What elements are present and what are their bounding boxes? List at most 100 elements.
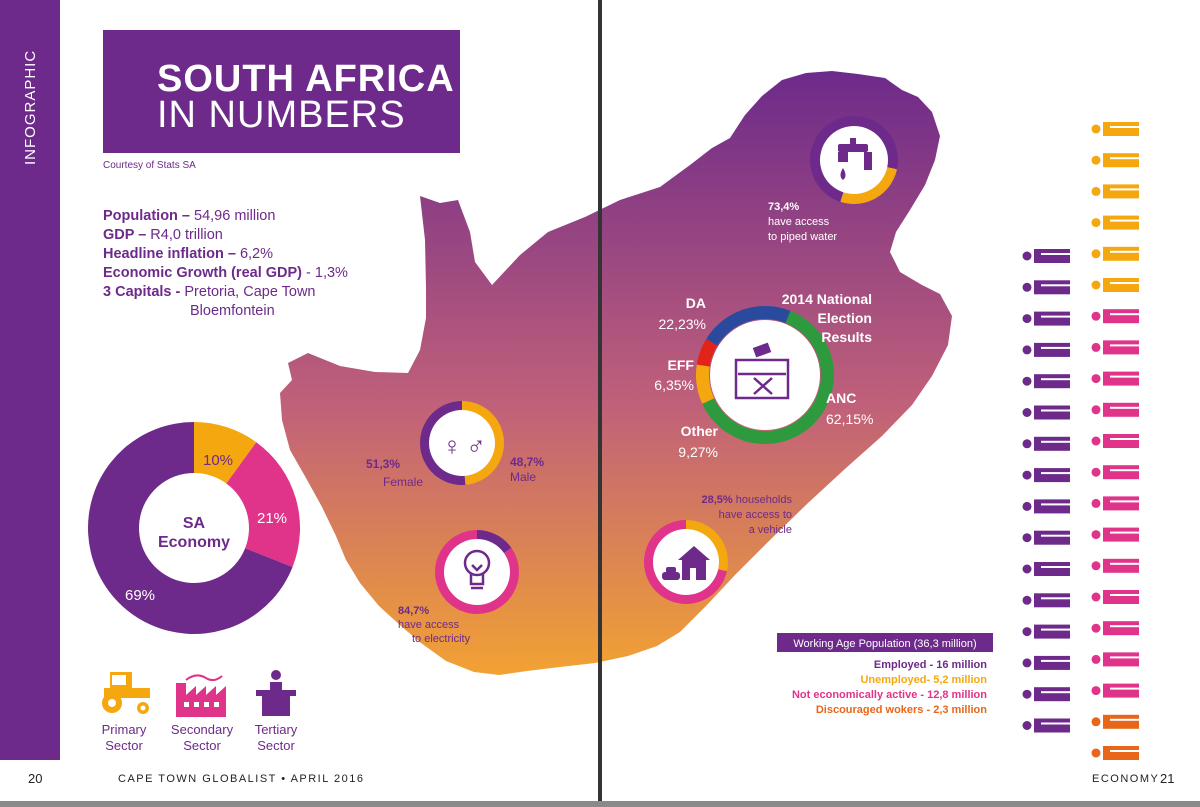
person-icon-left-5: [1022, 405, 1070, 420]
election-title-1: 2014 National: [782, 291, 872, 307]
party-anc-pct: 62,15%: [826, 411, 873, 427]
key-stats: Population – 54,96 million GDP – R4,0 tr…: [103, 207, 348, 321]
economy-slice-1: [226, 442, 300, 568]
page-number-right: 21: [1160, 771, 1175, 786]
person-icon-right-20: [1091, 746, 1139, 760]
ballot-box-icon: [734, 342, 790, 400]
workforce-discouraged: Discouraged wokers - 2,3 million: [816, 704, 987, 716]
electricity-line1: have access: [398, 619, 460, 631]
water-line1: have access: [768, 216, 830, 228]
electricity-donut: [435, 530, 520, 614]
gender-segment-0: [462, 401, 505, 485]
person-icon-right-15: [1091, 590, 1139, 604]
person-icon-left-2: [1022, 311, 1070, 326]
person-icon-left-12: [1022, 624, 1070, 639]
person-icon-right-13: [1091, 527, 1139, 542]
election-segment-1: [696, 364, 715, 404]
election-title-3: Results: [821, 329, 872, 345]
workforce-unemployed: Unemployed- 5,2 million: [860, 674, 987, 686]
lightbulb-icon: [463, 549, 491, 590]
factory-icon: [176, 674, 226, 717]
sector-tertiary-line1: Tertiary: [255, 722, 298, 737]
tap-icon: [838, 138, 872, 180]
sector-secondary-line1: Secondary: [171, 722, 234, 737]
stat-inflation: Headline inflation – 6,2%: [103, 246, 274, 262]
party-eff-name: EFF: [668, 357, 695, 373]
female-symbol-icon: ♀: [442, 431, 462, 461]
person-icon-right-5: [1091, 278, 1139, 292]
person-icon-right-10: [1091, 434, 1139, 448]
stat-capitals: 3 Capitals - Pretoria, Cape Town: [103, 284, 316, 300]
stat-growth: Economic Growth (real GDP) - 1,3%: [103, 265, 348, 281]
person-icon-left-7: [1022, 468, 1070, 483]
water-segment-1: [840, 167, 897, 204]
person-icon-right-17: [1091, 652, 1139, 667]
tractor-icon: [102, 672, 150, 714]
workforce-title: Working Age Population (36,3 million): [793, 638, 976, 650]
vehicle-donut: [644, 520, 729, 605]
person-icon-right-0: [1091, 122, 1139, 136]
footer-right: ECONOMY: [1092, 773, 1160, 785]
election-segment-3: [706, 306, 791, 346]
electricity-segment-0: [477, 530, 512, 554]
stat-population: Population – 54,96 million: [103, 208, 276, 224]
economy-slice-label-secondary: 21%: [257, 510, 287, 527]
courtesy-credit: Courtesy of Stats SA: [103, 160, 196, 171]
infographic-sidebar: INFOGRAPHIC: [0, 0, 60, 760]
election-segment-2: [696, 338, 718, 367]
economy-slice-2: [88, 422, 293, 634]
sector-primary-line2: Sector: [105, 738, 143, 753]
page-gutter: [598, 0, 602, 801]
sector-primary-line1: Primary: [102, 722, 147, 737]
water-line2: to piped water: [768, 231, 837, 243]
person-icon-left-8: [1022, 499, 1070, 514]
party-da-pct: 22,23%: [659, 316, 706, 332]
person-icon-left-6: [1022, 436, 1070, 451]
person-icon-right-1: [1091, 153, 1139, 168]
house-car-icon: [662, 546, 710, 580]
person-icon-right-14: [1091, 558, 1139, 573]
person-icon-right-8: [1091, 371, 1139, 386]
gender-segment-1: [420, 401, 466, 485]
person-icon-left-1: [1022, 280, 1070, 295]
party-anc-name: ANC: [826, 390, 856, 406]
workforce-people-icons: [1022, 122, 1139, 760]
election-donut: [696, 306, 835, 445]
vehicle-line2: have access to: [719, 509, 792, 521]
person-icon-right-7: [1091, 340, 1139, 355]
sector-tertiary-line2: Sector: [257, 738, 295, 753]
title-line-1: SOUTH AFRICA: [157, 58, 455, 100]
female-pct: 51,3%: [366, 457, 400, 471]
person-icon-right-6: [1091, 309, 1139, 324]
economy-slice-label-tertiary: 69%: [125, 587, 155, 604]
person-icon-right-11: [1091, 465, 1139, 480]
person-icon-right-4: [1091, 246, 1139, 261]
sa-economy-donut: [88, 422, 300, 634]
footer-left: CAPE TOWN GLOBALIST • APRIL 2016: [118, 773, 365, 785]
south-africa-map: [280, 71, 952, 675]
electricity-line2: to electricity: [412, 633, 471, 645]
gender-donut: ♀ ♂: [420, 401, 505, 485]
person-icon-right-9: [1091, 402, 1139, 417]
vehicle-segment-0: [686, 520, 729, 572]
person-icon-right-3: [1091, 215, 1139, 230]
party-other-pct: 9,27%: [678, 444, 718, 460]
person-icon-left-0: [1022, 249, 1070, 263]
workforce-title-box: [777, 633, 993, 652]
male-symbol-icon: ♂: [466, 431, 486, 461]
office-desk-icon: [256, 670, 296, 716]
party-other-name: Other: [681, 423, 719, 439]
title-box: SOUTH AFRICA IN NUMBERS: [103, 30, 460, 153]
economy-center-line1: SA: [183, 515, 206, 532]
person-icon-right-18: [1091, 683, 1139, 698]
person-icon-right-2: [1091, 184, 1139, 199]
page-number-left: 20: [28, 771, 43, 786]
economy-center-line2: Economy: [158, 534, 230, 551]
person-icon-right-19: [1091, 714, 1139, 729]
water-pct: 73,4%: [768, 201, 799, 213]
water-donut: [810, 116, 898, 204]
person-icon-right-12: [1091, 496, 1139, 511]
party-eff-pct: 6,35%: [654, 377, 694, 393]
person-icon-left-15: [1022, 718, 1070, 733]
